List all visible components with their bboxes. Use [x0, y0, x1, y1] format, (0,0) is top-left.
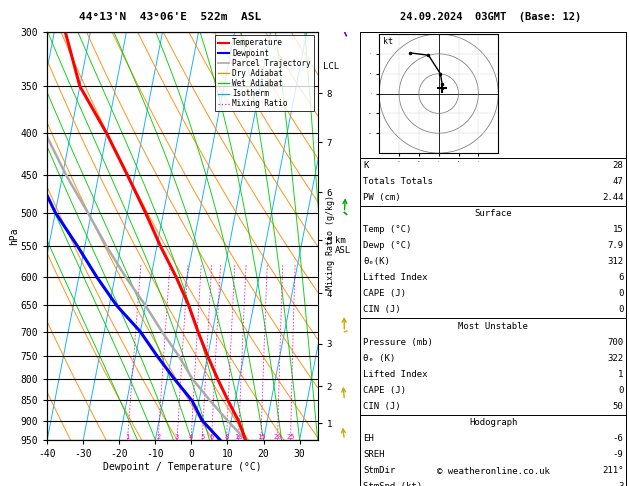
Text: K: K	[363, 161, 369, 170]
Legend: Temperature, Dewpoint, Parcel Trajectory, Dry Adiabat, Wet Adiabat, Isotherm, Mi: Temperature, Dewpoint, Parcel Trajectory…	[214, 35, 314, 111]
Text: CAPE (J): CAPE (J)	[363, 386, 406, 395]
Text: 47: 47	[613, 177, 623, 186]
Text: 1: 1	[618, 370, 623, 379]
Text: 20: 20	[273, 434, 282, 440]
Text: 0: 0	[618, 306, 623, 314]
Text: 5: 5	[200, 434, 204, 440]
Y-axis label: km
ASL: km ASL	[335, 236, 351, 255]
Text: 4: 4	[189, 434, 193, 440]
Text: Lifted Index: Lifted Index	[363, 274, 428, 282]
Text: PW (cm): PW (cm)	[363, 193, 401, 202]
Text: LCL: LCL	[323, 62, 339, 71]
Text: 322: 322	[607, 354, 623, 363]
Text: 1: 1	[125, 434, 130, 440]
Text: Totals Totals: Totals Totals	[363, 177, 433, 186]
Text: 312: 312	[607, 258, 623, 266]
Text: θₑ(K): θₑ(K)	[363, 258, 390, 266]
Text: 50: 50	[613, 402, 623, 411]
Text: 15: 15	[613, 226, 623, 234]
Text: 0: 0	[618, 290, 623, 298]
Text: StmSpd (kt): StmSpd (kt)	[363, 482, 422, 486]
X-axis label: Dewpoint / Temperature (°C): Dewpoint / Temperature (°C)	[103, 462, 262, 471]
Text: Mixing Ratio (g/kg): Mixing Ratio (g/kg)	[326, 195, 335, 291]
Text: Lifted Index: Lifted Index	[363, 370, 428, 379]
Text: 7.9: 7.9	[607, 242, 623, 250]
Text: 700: 700	[607, 338, 623, 347]
Text: SREH: SREH	[363, 450, 384, 459]
Y-axis label: hPa: hPa	[9, 227, 19, 244]
Text: Temp (°C): Temp (°C)	[363, 226, 411, 234]
Text: 3: 3	[175, 434, 179, 440]
Text: © weatheronline.co.uk: © weatheronline.co.uk	[437, 467, 550, 476]
Text: Surface: Surface	[474, 209, 512, 218]
Text: 8: 8	[225, 434, 229, 440]
Text: 25: 25	[286, 434, 295, 440]
Text: CIN (J): CIN (J)	[363, 306, 401, 314]
Text: 28: 28	[613, 161, 623, 170]
Text: 0: 0	[618, 386, 623, 395]
Text: Most Unstable: Most Unstable	[458, 322, 528, 330]
Text: EH: EH	[363, 434, 374, 443]
Text: 211°: 211°	[602, 466, 623, 475]
Text: CAPE (J): CAPE (J)	[363, 290, 406, 298]
Text: Hodograph: Hodograph	[469, 418, 517, 427]
Text: 2.44: 2.44	[602, 193, 623, 202]
Text: 15: 15	[257, 434, 265, 440]
Text: 24.09.2024  03GMT  (Base: 12): 24.09.2024 03GMT (Base: 12)	[400, 12, 581, 22]
Text: θₑ (K): θₑ (K)	[363, 354, 395, 363]
Text: 6: 6	[618, 274, 623, 282]
Text: StmDir: StmDir	[363, 466, 395, 475]
Text: 10: 10	[234, 434, 243, 440]
Text: Dewp (°C): Dewp (°C)	[363, 242, 411, 250]
Text: 3: 3	[618, 482, 623, 486]
Text: kt: kt	[383, 37, 393, 46]
Text: CIN (J): CIN (J)	[363, 402, 401, 411]
Text: -6: -6	[613, 434, 623, 443]
Text: Pressure (mb): Pressure (mb)	[363, 338, 433, 347]
Text: 2: 2	[156, 434, 160, 440]
Text: 6: 6	[209, 434, 214, 440]
Text: -9: -9	[613, 450, 623, 459]
Text: 44°13'N  43°06'E  522m  ASL: 44°13'N 43°06'E 522m ASL	[79, 12, 261, 22]
